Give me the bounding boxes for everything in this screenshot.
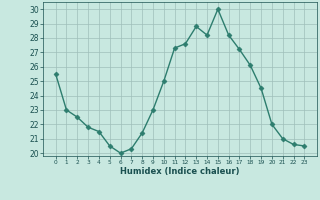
X-axis label: Humidex (Indice chaleur): Humidex (Indice chaleur) xyxy=(120,167,240,176)
